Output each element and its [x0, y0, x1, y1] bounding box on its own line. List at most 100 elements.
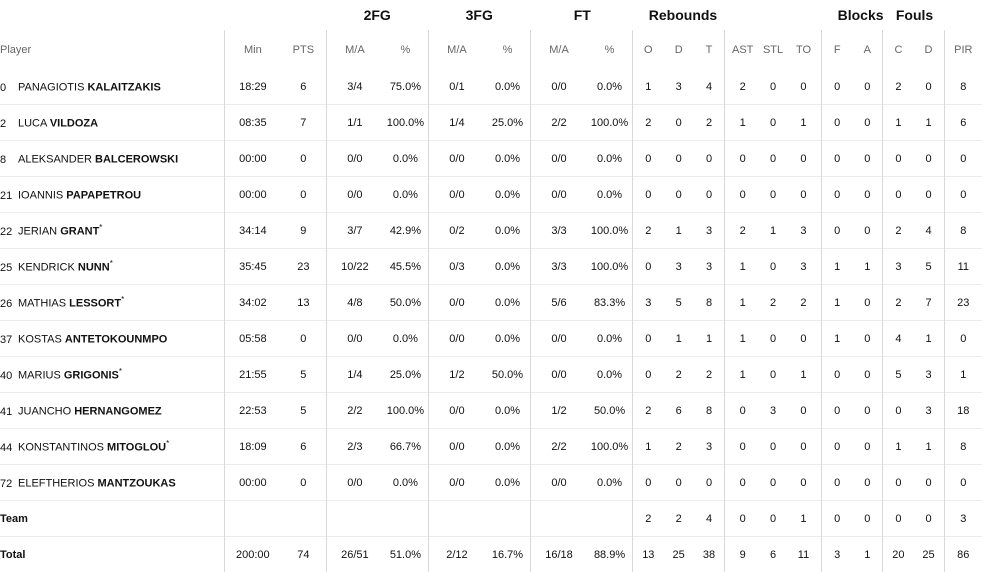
stat-blk-a: 0 [852, 69, 883, 105]
group-header-blocks: Blocks [822, 0, 883, 30]
player-last-name: GRIGONIS [64, 370, 119, 382]
stat-pir: 86 [944, 537, 982, 572]
stat-d: 0 [663, 465, 694, 501]
player-last-name: ANTETOKOUNMPO [65, 334, 167, 346]
stat-ft-ma: 0/0 [531, 465, 587, 501]
stat-o: 0 [633, 177, 664, 213]
stat-pts: 5 [281, 393, 327, 429]
stat-to: 1 [786, 357, 822, 393]
stat-fg3-pct: 0.0% [485, 69, 531, 105]
stat-ast: 0 [725, 177, 761, 213]
player-last-name: GRANT [60, 226, 99, 238]
stat-min: 21:55 [225, 357, 281, 393]
stat-foul-d: 0 [913, 177, 944, 213]
player-last-name: BALCEROWSKI [95, 154, 178, 166]
stat-pts: 0 [281, 141, 327, 177]
stat-ast: 1 [725, 321, 761, 357]
stat-t: 2 [694, 105, 725, 141]
stat-t: 0 [694, 177, 725, 213]
stat-t: 1 [694, 321, 725, 357]
stat-d: 0 [663, 105, 694, 141]
stat-fg2-pct [383, 501, 429, 537]
stat-fg3-pct: 0.0% [485, 465, 531, 501]
stat-ast: 0 [725, 465, 761, 501]
stat-fg3-ma: 0/2 [429, 213, 485, 249]
stat-pts: 0 [281, 177, 327, 213]
stat-pts: 6 [281, 69, 327, 105]
group-header-row: 2FG 3FG FT Rebounds Blocks Fouls [0, 0, 982, 30]
stat-d: 2 [663, 429, 694, 465]
stat-to: 0 [786, 69, 822, 105]
stat-fg3-ma: 0/0 [429, 393, 485, 429]
stat-foul-c: 2 [883, 213, 914, 249]
col-reb-t: T [694, 30, 725, 69]
stat-fg2-ma: 3/7 [327, 213, 383, 249]
stat-fg3-ma [429, 501, 485, 537]
stat-blk-f: 0 [822, 69, 853, 105]
stat-foul-d: 1 [913, 429, 944, 465]
stat-to: 0 [786, 177, 822, 213]
stat-pts: 13 [281, 285, 327, 321]
col-ft-pct: % [587, 30, 633, 69]
stat-foul-d: 5 [913, 249, 944, 285]
col-blk-f: F [822, 30, 853, 69]
stat-blk-a: 0 [852, 465, 883, 501]
stat-t: 3 [694, 213, 725, 249]
jersey-number: 41 [0, 406, 18, 418]
stat-ft-ma: 16/18 [531, 537, 587, 572]
stat-fg2-ma: 0/0 [327, 141, 383, 177]
team-row-label: Team [0, 501, 225, 537]
stat-blk-f: 0 [822, 465, 853, 501]
stat-fg2-pct: 45.5% [383, 249, 429, 285]
stat-stl: 0 [760, 249, 786, 285]
stat-t: 3 [694, 429, 725, 465]
stat-fg2-ma: 0/0 [327, 321, 383, 357]
stat-foul-d: 0 [913, 465, 944, 501]
stat-stl: 0 [760, 321, 786, 357]
stat-blk-a: 0 [852, 501, 883, 537]
stat-min: 34:14 [225, 213, 281, 249]
stat-fg2-ma: 26/51 [327, 537, 383, 572]
stat-o: 2 [633, 501, 664, 537]
stat-fg2-ma: 2/3 [327, 429, 383, 465]
stat-min [225, 501, 281, 537]
stat-fg3-ma: 0/0 [429, 321, 485, 357]
jersey-number: 21 [0, 190, 18, 202]
stat-blk-f: 0 [822, 213, 853, 249]
player-last-name: HERNANGOMEZ [74, 406, 161, 418]
stat-blk-a: 1 [852, 249, 883, 285]
stat-blk-a: 1 [852, 537, 883, 572]
stat-blk-f: 0 [822, 105, 853, 141]
stat-fg2-pct: 0.0% [383, 465, 429, 501]
stat-foul-d: 0 [913, 69, 944, 105]
stat-stl: 2 [760, 285, 786, 321]
stat-fg2-pct: 0.0% [383, 141, 429, 177]
stat-ft-ma: 0/0 [531, 177, 587, 213]
stat-fg3-pct: 0.0% [485, 393, 531, 429]
stat-o: 1 [633, 429, 664, 465]
stat-pir: 0 [944, 177, 982, 213]
stat-min: 00:00 [225, 141, 281, 177]
stat-ft-pct: 0.0% [587, 357, 633, 393]
stat-d: 2 [663, 501, 694, 537]
col-ast: AST [725, 30, 761, 69]
stat-to: 0 [786, 321, 822, 357]
stat-stl: 0 [760, 501, 786, 537]
stat-pir: 11 [944, 249, 982, 285]
